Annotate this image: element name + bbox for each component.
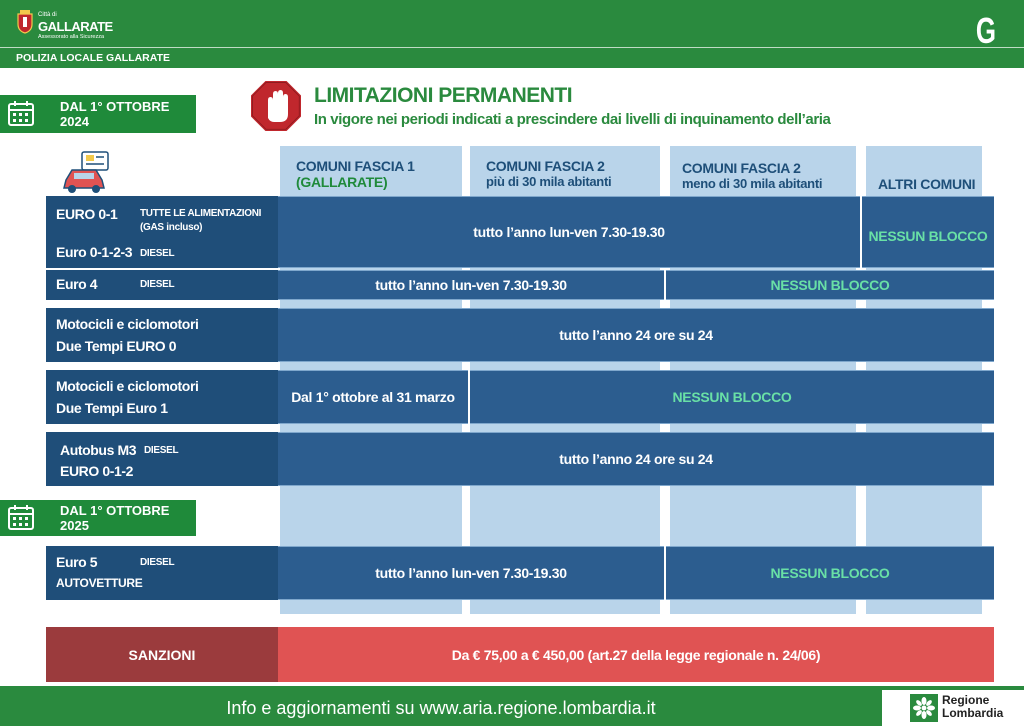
row-vehicle-2: Due Tempi Euro 1 <box>56 400 168 416</box>
column-header-fascia2-less: COMUNI FASCIA 2 meno di 30 mila abitanti <box>682 160 822 192</box>
column-header-sub: (GALLARATE) <box>296 174 388 190</box>
row-euro4-label: Euro 4 DIESEL <box>46 270 278 300</box>
row-euro5-label: Euro 5 DIESEL AUTOVETTURE <box>46 546 278 600</box>
column-header-title: ALTRI COMUNI <box>878 176 976 192</box>
car-fuel-icon <box>63 151 109 193</box>
regione-lombardia-label: Regione Lombardia <box>942 694 1003 720</box>
row-moto-euro0-restriction: tutto l’anno 24 ore su 24 <box>278 308 994 362</box>
row-euro01-restriction: tutto l’anno lun-ven 7.30-19.30 <box>278 196 860 268</box>
police-label: POLIZIA LOCALE GALLARATE <box>16 52 170 64</box>
column-header-title: COMUNI FASCIA 1 <box>296 158 415 174</box>
row-fuel: DIESEL <box>140 279 175 290</box>
city-prefix: Città di <box>38 12 57 18</box>
region-word: Regione <box>942 693 990 707</box>
row-vehicle-2: Euro 0-1-2-3 <box>56 244 133 260</box>
column-header-altri: ALTRI COMUNI <box>878 176 976 192</box>
header: Città di GALLARATE Assessorato alla Sicu… <box>0 0 1024 68</box>
row-fuel: DIESEL <box>140 557 175 568</box>
row-moto-euro1-restriction: Dal 1° ottobre al 31 marzo <box>278 370 468 424</box>
sanctions-text: Da € 75,00 a € 450,00 (art.27 della legg… <box>278 627 994 682</box>
row-moto-euro1-none: NESSUN BLOCCO <box>470 370 994 424</box>
row-vehicle-2: EURO 0-1-2 <box>60 463 134 479</box>
row-euro5-none: NESSUN BLOCCO <box>666 546 994 600</box>
assessorato: Assessorato alla Sicurezza <box>38 34 105 40</box>
row-vehicle-2: Due Tempi EURO 0 <box>56 338 177 354</box>
calendar-icon <box>8 505 34 530</box>
row-vehicle: Motocicli e ciclomotori <box>56 316 199 332</box>
row-moto-euro0-label: Motocicli e ciclomotori Due Tempi EURO 0 <box>46 308 278 362</box>
row-fuel: TUTTE LE ALIMENTAZIONI <box>140 208 262 219</box>
sanctions-label: SANZIONI <box>46 627 278 682</box>
footer-line <box>0 686 1024 690</box>
row-fuel-note: (GAS incluso) <box>140 222 203 233</box>
row-euro01-label: EURO 0-1 TUTTE LE ALIMENTAZIONI (GAS inc… <box>46 196 278 268</box>
column-header-title: COMUNI FASCIA 2 <box>486 158 605 174</box>
row-moto-euro1-label: Motocicli e ciclomotori Due Tempi Euro 1 <box>46 370 278 424</box>
region-name: Lombardia <box>942 706 1004 720</box>
regione-lombardia-logo-icon <box>910 694 938 722</box>
row-euro5-restriction: tutto l’anno lun-ven 7.30-19.30 <box>278 546 664 600</box>
footer-info[interactable]: Info e aggiornamenti su www.aria.regione… <box>0 690 882 726</box>
column-header-fascia1: COMUNI FASCIA 1 (GALLARATE) <box>296 158 415 190</box>
row-vehicle-type: AUTOVETTURE <box>56 576 143 590</box>
city-name: GALLARATE <box>38 19 113 34</box>
calendar-icon <box>8 101 34 126</box>
header-divider <box>0 47 1024 48</box>
stop-hand-icon <box>249 79 303 133</box>
brand-logo: G <box>975 10 996 51</box>
column-header-sub: più di 30 mila abitanti <box>486 174 612 189</box>
row-fuel-2: DIESEL <box>140 248 175 259</box>
row-fuel: DIESEL <box>144 445 179 456</box>
row-vehicle: EURO 0-1 <box>56 206 118 222</box>
date-2025-label: DAL 1° OTTOBRE 2025 <box>60 503 170 533</box>
column-header-fascia2-more: COMUNI FASCIA 2 più di 30 mila abitanti <box>486 158 612 190</box>
date-2024-label: DAL 1° OTTOBRE 2024 <box>60 99 170 129</box>
row-autobus-label: Autobus M3 DIESEL EURO 0-1-2 <box>46 432 278 486</box>
row-vehicle: Euro 5 <box>56 554 98 570</box>
row-vehicle: Motocicli e ciclomotori <box>56 378 199 394</box>
row-euro4-none: NESSUN BLOCCO <box>666 270 994 300</box>
page-title: LIMITAZIONI PERMANENTI <box>314 84 573 107</box>
column-header-sub: meno di 30 mila abitanti <box>682 176 823 191</box>
row-euro4-restriction: tutto l’anno lun-ven 7.30-19.30 <box>278 270 664 300</box>
row-vehicle: Euro 4 <box>56 276 98 292</box>
row-autobus-restriction: tutto l’anno 24 ore su 24 <box>278 432 994 486</box>
row-vehicle: Autobus M3 <box>60 442 137 458</box>
page-subtitle: In vigore nei periodi indicati a prescin… <box>314 111 831 128</box>
city-crest-icon <box>17 10 33 34</box>
column-header-title: COMUNI FASCIA 2 <box>682 160 801 176</box>
row-euro01-altri: NESSUN BLOCCO <box>862 196 994 268</box>
